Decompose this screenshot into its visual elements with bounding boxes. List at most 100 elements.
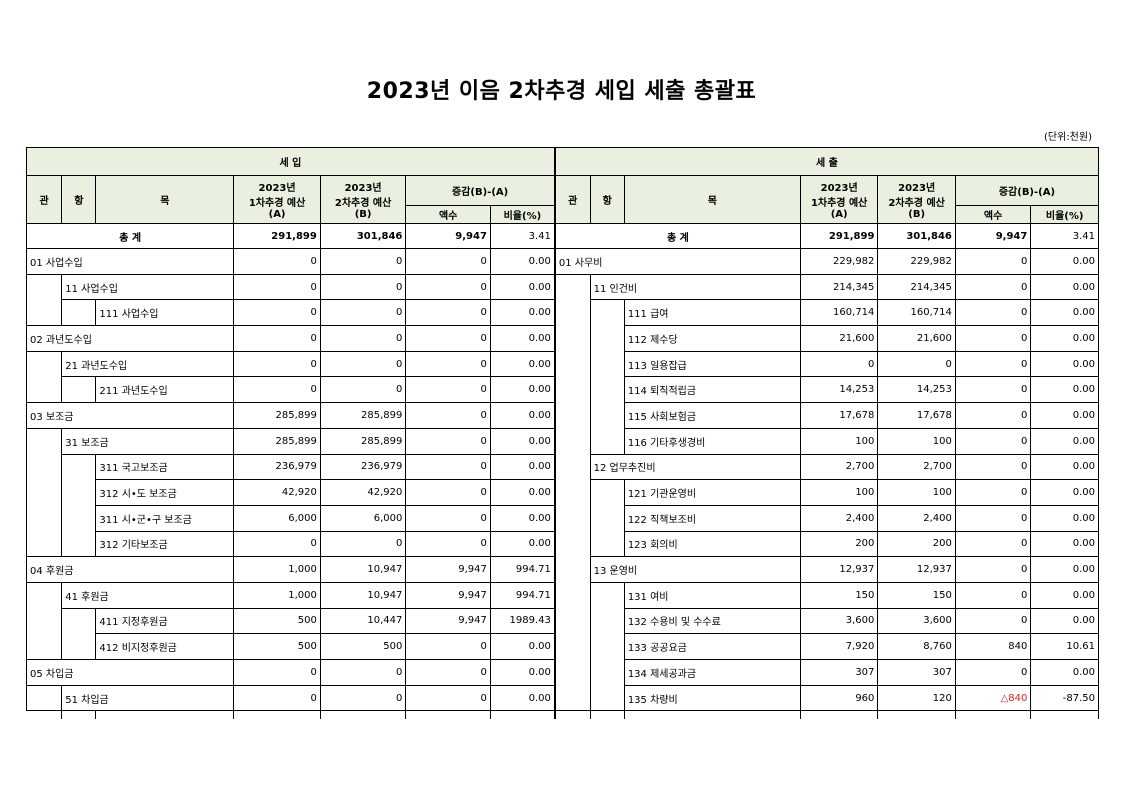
table-row: 01 사업수입 0 0 0 0.00 01 사무비 229,982 229,982 0 0.00: [25, 248, 1099, 275]
expense-indent-cell: [554, 582, 591, 609]
table-row: 04 후원금 1,000 10,947 9,947 994.71 13 운영비 12,937…: [25, 556, 1099, 583]
expense-diff-ratio: 10.61: [1030, 633, 1099, 660]
total-revenue-b: 301,846: [319, 223, 407, 249]
ratio-header: 비율(%): [489, 205, 556, 224]
expense-diff-ratio: 0.00: [1030, 504, 1099, 532]
revenue-item-name: 21 과년도수입: [61, 350, 235, 378]
total-row: 총 계 291,899 301,846 9,947 3.41 총 계 291,8…: [25, 223, 1099, 249]
expense-indent-cell: [589, 582, 625, 609]
expense-indent-cell: [554, 556, 591, 583]
revenue-indent-cell: [61, 505, 97, 532]
expense-diff-amount: 0: [954, 556, 1032, 583]
budget1-header-right: 2023년 1차추경 예산 (A): [799, 175, 879, 224]
revenue-item-name: 411 지정후원금: [95, 607, 235, 635]
expense-indent-cell: [554, 299, 591, 326]
revenue-diff-ratio: 0.00: [489, 273, 556, 301]
revenue-item-name: 311 시•군•구 보조금: [95, 504, 235, 532]
cut-off-cell: [623, 710, 801, 720]
expense-diff-amount: 0: [954, 607, 1032, 635]
expense-diff-ratio: 0.00: [1030, 581, 1099, 609]
revenue-budget-b: 0: [319, 350, 407, 378]
revenue-diff-ratio: 0.00: [489, 684, 556, 712]
revenue-budget-a: 500: [233, 607, 321, 635]
table-row: 21 과년도수입 0 0 0 0.00 113 일용잡급 0 0 0 0.00: [25, 350, 1099, 378]
revenue-budget-a: 0: [233, 659, 321, 686]
revenue-indent-cell: [61, 376, 97, 404]
revenue-diff-ratio: 1989.43: [489, 607, 556, 635]
revenue-indent-cell: [25, 351, 63, 377]
expense-indent-cell: [589, 608, 625, 634]
budget1-header-line3: (A): [268, 209, 286, 220]
revenue-budget-a: 0: [233, 376, 321, 404]
ratio-header-right: 비율(%): [1030, 205, 1099, 224]
table-row: 312 기타보조금 0 0 0 0.00 123 회의비 200 200 0 0.00: [25, 530, 1099, 558]
expense-indent-cell: [589, 685, 625, 712]
expense-indent-cell: [554, 351, 591, 377]
gwan-header: 관: [25, 175, 63, 224]
revenue-indent-cell: [61, 531, 97, 558]
expense-budget-b: 200: [877, 530, 956, 558]
budget2-header-line2: 2차추경 예산: [334, 198, 392, 209]
cut-off-cell: [233, 710, 321, 720]
cut-off-cell: [95, 710, 235, 720]
amount-header-right: 액수: [954, 205, 1032, 224]
revenue-diff-amount: 0: [405, 350, 491, 378]
expense-diff-ratio: 0.00: [1030, 556, 1099, 583]
expense-indent-cell: [589, 633, 625, 660]
expense-budget-a: 17,678: [799, 402, 879, 429]
expense-diff-amount: 0: [954, 581, 1032, 609]
expense-budget-a: 960: [799, 684, 879, 712]
cut-off-cell: [589, 710, 625, 720]
expense-budget-b: 17,678: [877, 402, 956, 429]
mok-header-right: 목: [623, 175, 801, 224]
revenue-item-name: 11 사업수입: [61, 273, 235, 301]
total-expense-ratio: 3.41: [1030, 223, 1099, 249]
table-row: 11 사업수입 0 0 0 0.00 11 인건비 214,345 214,345 0 0.00: [25, 273, 1099, 301]
revenue-budget-b: 500: [319, 633, 407, 660]
total-revenue-ratio: 3.41: [489, 223, 556, 249]
revenue-diff-ratio: 0.00: [489, 248, 556, 275]
expense-indent-cell: [554, 325, 591, 352]
revenue-item-name: 412 비지정후원금: [95, 633, 235, 660]
revenue-diff-amount: 0: [405, 273, 491, 301]
revenue-budget-a: 0: [233, 350, 321, 378]
expense-diff-amount: 0: [954, 248, 1032, 275]
total-expense-a: 291,899: [799, 223, 879, 249]
revenue-item-name: 311 국고보조금: [95, 453, 235, 481]
hang-header-right: 항: [589, 175, 625, 224]
revenue-diff-amount: 0: [405, 453, 491, 481]
revenue-diff-amount: 0: [405, 402, 491, 429]
revenue-item-name: 312 시•도 보조금: [95, 479, 235, 506]
expense-indent-cell: [589, 351, 625, 377]
expense-budget-b: 0: [877, 350, 956, 378]
revenue-diff-amount: 9,947: [405, 607, 491, 635]
expense-indent-cell: [589, 428, 625, 455]
expense-item-name: 11 인건비: [589, 273, 801, 301]
expense-indent-cell: [554, 608, 591, 634]
expense-indent-cell: [554, 454, 591, 480]
expense-diff-ratio: 0.00: [1030, 659, 1099, 686]
expense-budget-b: 14,253: [877, 376, 956, 404]
expense-item-name: 133 공공요금: [623, 633, 801, 660]
cut-off-cell: [877, 710, 956, 720]
expense-indent-cell: [554, 274, 591, 300]
revenue-budget-a: 1,000: [233, 556, 321, 583]
revenue-diff-ratio: 0.00: [489, 376, 556, 404]
revenue-indent-cell: [25, 428, 63, 454]
expense-section-header: 세 출: [554, 147, 1099, 176]
expense-indent-cell: [589, 299, 625, 326]
expense-diff-ratio: 0.00: [1030, 402, 1099, 429]
revenue-budget-a: 236,979: [233, 453, 321, 481]
revenue-budget-b: 10,947: [319, 581, 407, 609]
cut-off-cell: [555, 711, 590, 720]
revenue-budget-a: 285,899: [233, 402, 321, 429]
revenue-diff-ratio: 0.00: [489, 402, 556, 429]
expense-indent-cell: [589, 402, 625, 429]
expense-budget-b: 21,600: [877, 325, 956, 352]
revenue-indent-cell: [25, 582, 63, 609]
expense-indent-cell: [589, 376, 625, 403]
table-row: 211 과년도수입 0 0 0 0.00 114 퇴직적립금 14,253 14,253 0 0.…: [25, 376, 1099, 404]
expense-budget-a: 200: [799, 530, 879, 558]
budget2-header-right-line2: 2차추경 예산: [888, 198, 945, 209]
expense-diff-ratio: 0.00: [1030, 325, 1099, 352]
